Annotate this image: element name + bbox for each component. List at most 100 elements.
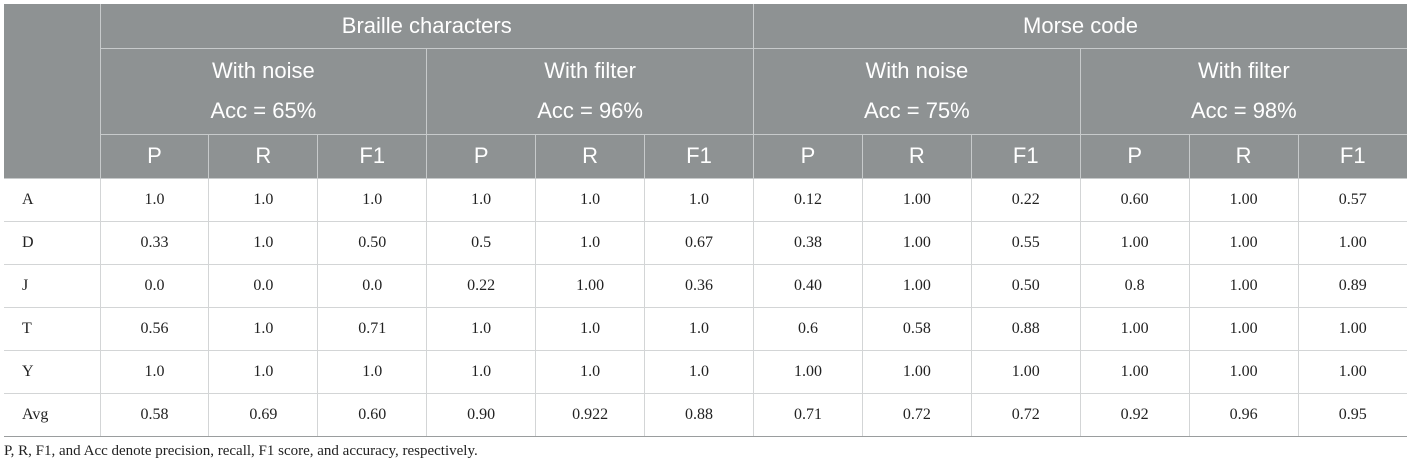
metric-header-cell: R — [1188, 134, 1299, 179]
group-header-morse: Morse code — [752, 4, 1407, 49]
table-cell: 0.0 — [99, 264, 209, 308]
table-cell: 1.0 — [99, 178, 209, 222]
metric-header-cell: P — [99, 134, 209, 179]
table-cell: 1.0 — [208, 178, 318, 222]
table-cell: 0.92 — [1079, 393, 1190, 437]
subgroup-title: With filter — [1198, 58, 1290, 83]
table-cell: 1.0 — [535, 178, 645, 222]
table-cell: 0.36 — [644, 264, 754, 308]
table-cell: 1.0 — [426, 307, 536, 351]
metric-header-cell: F1 — [317, 134, 427, 179]
header-corner-cell — [4, 4, 100, 179]
row-label: D — [4, 221, 100, 265]
table-cell: 0.55 — [970, 221, 1081, 265]
table-cell: 1.00 — [1297, 350, 1407, 394]
metric-header-cell: P — [426, 134, 536, 179]
row-label: Avg — [4, 393, 100, 437]
table-cell: 1.00 — [1079, 307, 1190, 351]
subgroup-header: With filter Acc = 96% — [426, 48, 754, 135]
table-cell: 0.60 — [317, 393, 427, 437]
subgroup-accuracy: Acc = 65% — [210, 98, 317, 123]
table-cell: 1.00 — [970, 350, 1081, 394]
table-cell: 0.95 — [1297, 393, 1407, 437]
table-cell: 0.50 — [970, 264, 1081, 308]
table-cell: 1.00 — [1188, 178, 1299, 222]
subgroup-accuracy: Acc = 75% — [863, 98, 970, 123]
table-row: Y 1.0 1.0 1.0 1.0 1.0 1.0 1.00 1.00 1.00 1.00 1.00 1… — [4, 350, 1407, 394]
table-cell: 1.0 — [535, 350, 645, 394]
table-cell: 0.33 — [99, 221, 209, 265]
table-cell: 0.71 — [317, 307, 427, 351]
table-body: A 1.0 1.0 1.0 1.0 1.0 1.0 0.12 1.00 0.22 0.60 1.00 0… — [4, 178, 1407, 437]
table-cell: 1.00 — [1079, 350, 1190, 394]
table-cell: 1.00 — [1297, 307, 1407, 351]
metric-header-cell: P — [1079, 134, 1190, 179]
table-cell: 1.00 — [1188, 307, 1299, 351]
table-cell: 0.88 — [970, 307, 1081, 351]
table-cell: 1.0 — [426, 350, 536, 394]
subgroup-accuracy: Acc = 98% — [1190, 98, 1297, 123]
table-cell: 1.0 — [208, 350, 318, 394]
subgroup-accuracy: Acc = 96% — [537, 98, 643, 123]
table-cell: 0.6 — [752, 307, 863, 351]
table-cell: 0.72 — [970, 393, 1081, 437]
table-cell: 0.0 — [208, 264, 318, 308]
table-cell: 0.67 — [644, 221, 754, 265]
table-cell: 1.0 — [535, 221, 645, 265]
table-cell: 1.0 — [208, 307, 318, 351]
table-cell: 0.5 — [426, 221, 536, 265]
table-cell: 1.00 — [861, 264, 972, 308]
metric-header-cell: P — [752, 134, 863, 179]
table-cell: 0.38 — [752, 221, 863, 265]
table-row: D 0.33 1.0 0.50 0.5 1.0 0.67 0.38 1.00 0.55 1.00 1.… — [4, 221, 1407, 265]
table-cell: 1.0 — [426, 178, 536, 222]
table-cell: 0.22 — [970, 178, 1081, 222]
results-table: Braille characters Morse code With noise… — [4, 4, 1407, 437]
row-label: J — [4, 264, 100, 308]
subgroup-header: With filter Acc = 98% — [1079, 48, 1407, 135]
subgroup-title: With noise — [865, 58, 969, 83]
table-cell: 1.0 — [317, 350, 427, 394]
table-cell: 0.0 — [317, 264, 427, 308]
table-cell: 0.96 — [1188, 393, 1299, 437]
row-label: T — [4, 307, 100, 351]
group-header-braille: Braille characters — [99, 4, 754, 49]
table-cell: 1.00 — [861, 178, 972, 222]
table-row: Avg 0.58 0.69 0.60 0.90 0.922 0.88 0.71 0.72 0.72… — [4, 393, 1407, 437]
table-cell: 1.0 — [644, 307, 754, 351]
table-cell: 1.00 — [535, 264, 645, 308]
table-cell: 0.8 — [1079, 264, 1190, 308]
table-cell: 1.00 — [1297, 221, 1407, 265]
row-label: A — [4, 178, 100, 222]
table-cell: 1.0 — [208, 221, 318, 265]
table-cell: 1.0 — [535, 307, 645, 351]
table-cell: 1.00 — [752, 350, 863, 394]
table-cell: 0.89 — [1297, 264, 1407, 308]
table-cell: 0.58 — [861, 307, 972, 351]
table-header: Braille characters Morse code With noise… — [4, 4, 1407, 179]
metric-header-cell: R — [208, 134, 318, 179]
subgroup-header: With noise Acc = 75% — [752, 48, 1081, 135]
subgroup-header: With noise Acc = 65% — [99, 48, 427, 135]
table-cell: 0.40 — [752, 264, 863, 308]
table-cell: 0.57 — [1297, 178, 1407, 222]
metric-header-cell: F1 — [644, 134, 754, 179]
header-row-conditions: With noise Acc = 65% With filter Acc = 9… — [4, 48, 1407, 135]
table-row: A 1.0 1.0 1.0 1.0 1.0 1.0 0.12 1.00 0.22 0.60 1.00 0… — [4, 178, 1407, 222]
table-cell: 1.0 — [644, 178, 754, 222]
table-cell: 0.50 — [317, 221, 427, 265]
table-cell: 0.60 — [1079, 178, 1190, 222]
table-cell: 0.90 — [426, 393, 536, 437]
table-cell: 0.58 — [99, 393, 209, 437]
metric-header-cell: F1 — [1297, 134, 1407, 179]
metric-header-cell: R — [535, 134, 645, 179]
table-cell: 1.00 — [1188, 350, 1299, 394]
table-cell: 0.69 — [208, 393, 318, 437]
table-cell: 0.22 — [426, 264, 536, 308]
table-cell: 0.71 — [752, 393, 863, 437]
table-cell: 0.922 — [535, 393, 645, 437]
table-row: T 0.56 1.0 0.71 1.0 1.0 1.0 0.6 0.58 0.88 1.00 1.00… — [4, 307, 1407, 351]
table-cell: 1.0 — [317, 178, 427, 222]
table-cell: 0.12 — [752, 178, 863, 222]
table-cell: 1.00 — [1188, 264, 1299, 308]
